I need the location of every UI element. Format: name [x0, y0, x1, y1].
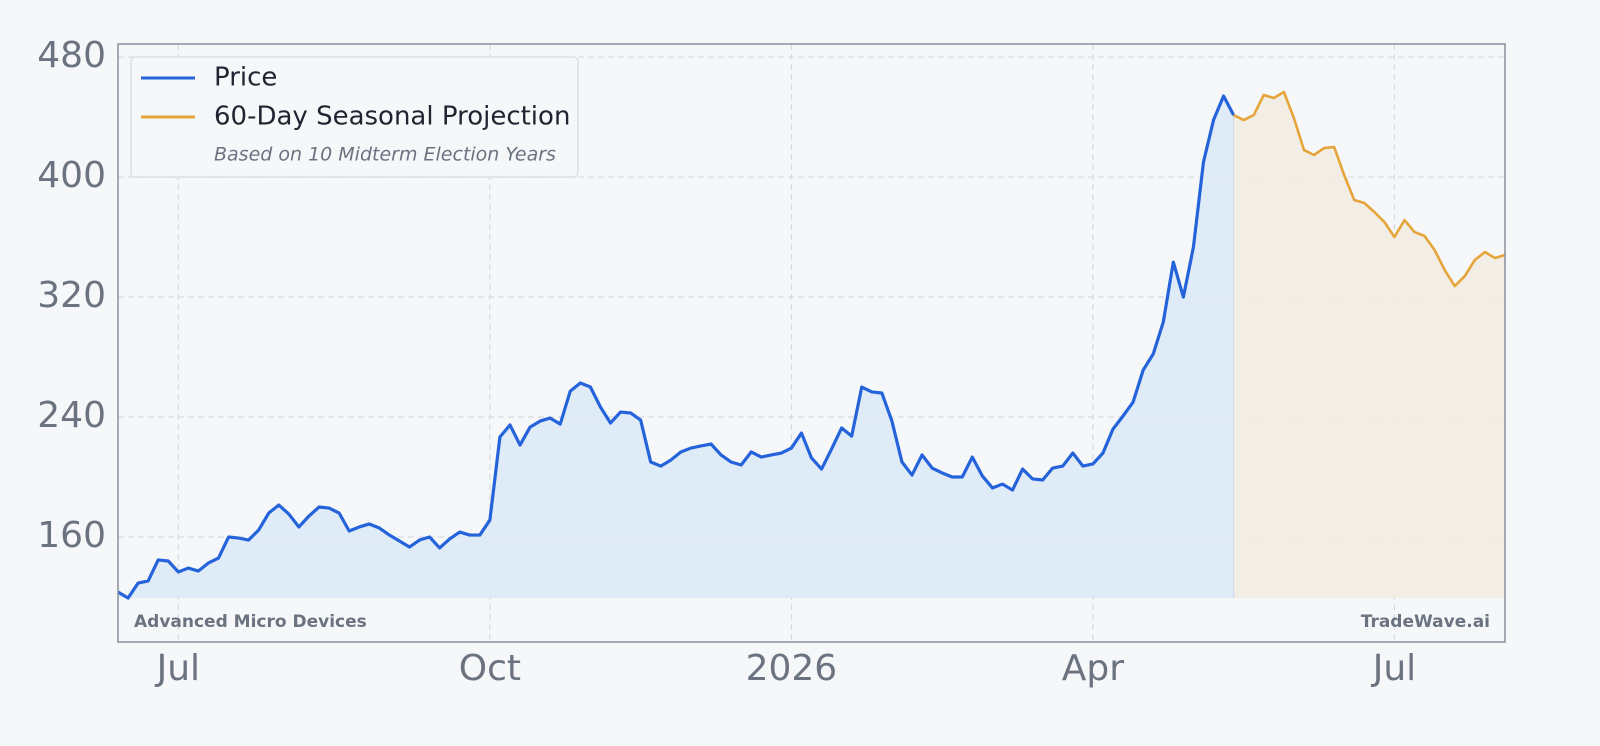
- plot-frame: [117, 43, 1506, 643]
- x-tick-label: 2026: [746, 648, 838, 689]
- legend: Based on 10 Midterm Election Years Price…: [130, 56, 579, 178]
- x-tick-label: Jul: [155, 648, 200, 689]
- legend-label: Price: [214, 63, 277, 93]
- y-tick-label: 160: [37, 515, 106, 556]
- source-note: TradeWave.ai: [1361, 612, 1490, 632]
- y-tick-label: 240: [37, 395, 106, 436]
- y-tick-label: 480: [37, 35, 106, 76]
- legend-box: [130, 56, 579, 178]
- plot-area: [117, 44, 1506, 642]
- legend-note: Based on 10 Midterm Election Years: [214, 144, 556, 166]
- company-note: Advanced Micro Devices: [134, 612, 367, 632]
- legend-label: 60-Day Seasonal Projection: [214, 102, 570, 132]
- y-tick-label: 400: [37, 155, 106, 196]
- y-tick-label: 320: [37, 275, 106, 316]
- area-fill: [118, 96, 1234, 599]
- series-line: [1233, 90, 1506, 288]
- x-tick-label: Jul: [1371, 648, 1416, 689]
- area-fill: [1233, 91, 1505, 599]
- x-tick-label: Apr: [1062, 648, 1124, 689]
- series-line: [117, 94, 1236, 600]
- x-tick-label: Oct: [459, 648, 521, 689]
